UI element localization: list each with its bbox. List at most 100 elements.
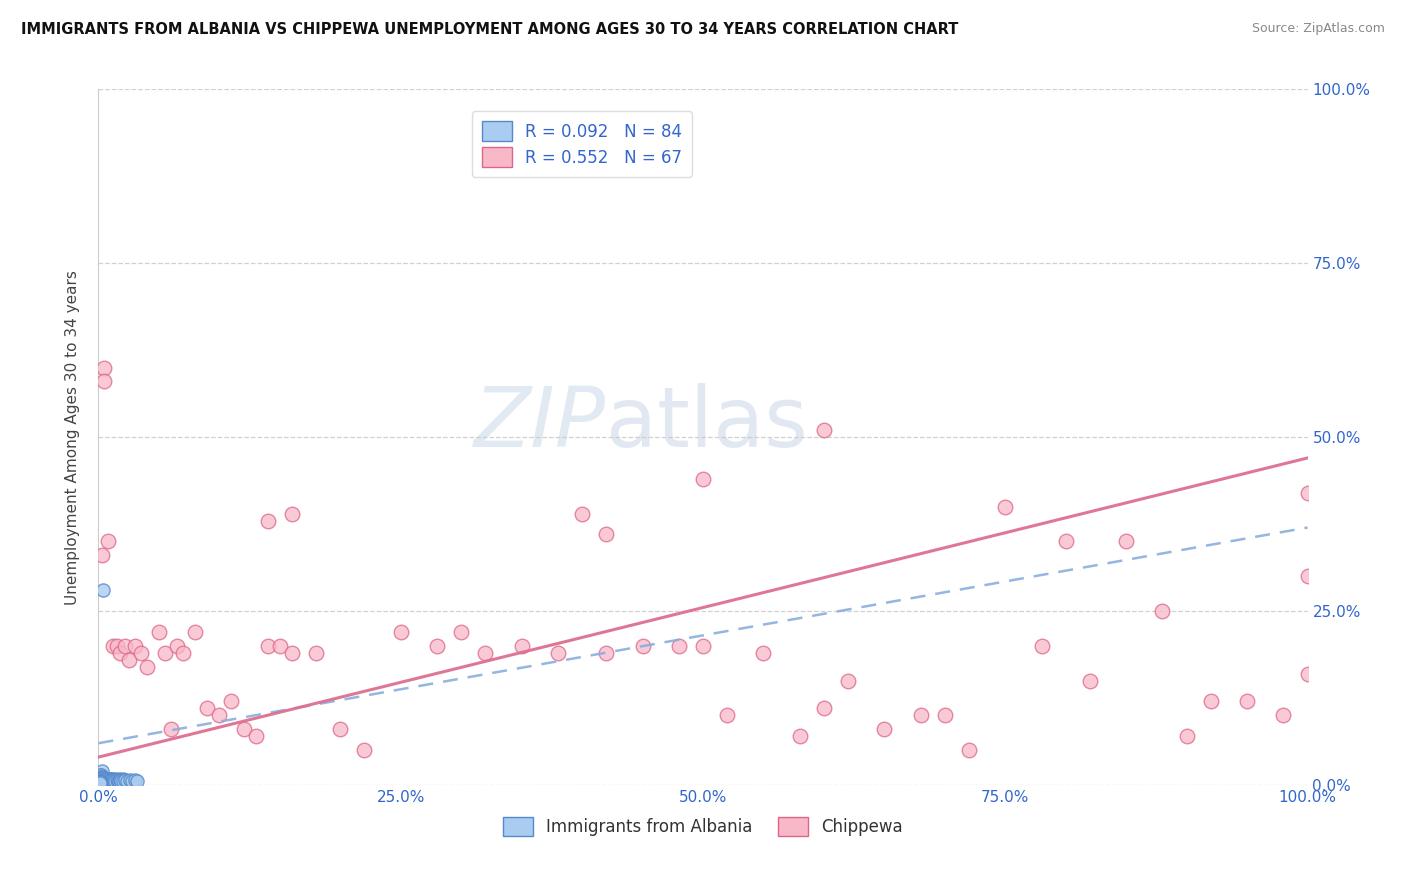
- Point: [90, 773, 112, 788]
- Point: [692, 472, 714, 486]
- Point: [166, 639, 188, 653]
- Point: [232, 723, 254, 737]
- Point: [108, 772, 131, 787]
- Point: [114, 639, 136, 653]
- Point: [221, 694, 243, 708]
- Point: [108, 773, 131, 788]
- Point: [91, 549, 114, 563]
- Point: [91, 764, 114, 778]
- Point: [89, 772, 111, 787]
- Point: [474, 646, 496, 660]
- Point: [631, 639, 654, 653]
- Point: [100, 773, 122, 788]
- Point: [93, 772, 115, 786]
- Point: [160, 723, 183, 737]
- Point: [91, 773, 114, 788]
- Y-axis label: Unemployment Among Ages 30 to 34 years: Unemployment Among Ages 30 to 34 years: [65, 269, 80, 605]
- Point: [91, 771, 114, 785]
- Text: atlas: atlas: [606, 383, 808, 464]
- Point: [91, 771, 114, 785]
- Point: [426, 639, 449, 653]
- Point: [135, 659, 157, 673]
- Point: [96, 773, 118, 788]
- Point: [89, 771, 111, 785]
- Point: [184, 624, 207, 639]
- Point: [1296, 666, 1319, 681]
- Point: [269, 639, 291, 653]
- Point: [110, 773, 132, 788]
- Point: [100, 773, 122, 788]
- Point: [89, 774, 111, 789]
- Point: [105, 639, 128, 653]
- Point: [547, 646, 569, 660]
- Point: [281, 646, 304, 660]
- Point: [90, 772, 112, 787]
- Point: [93, 773, 115, 788]
- Point: [91, 773, 114, 788]
- Point: [89, 767, 111, 781]
- Point: [104, 773, 127, 788]
- Point: [692, 639, 714, 653]
- Point: [148, 624, 170, 639]
- Point: [571, 507, 593, 521]
- Point: [450, 624, 472, 639]
- Point: [89, 773, 111, 788]
- Point: [1199, 694, 1222, 708]
- Point: [107, 773, 129, 788]
- Point: [510, 639, 533, 653]
- Point: [595, 527, 617, 541]
- Point: [105, 773, 128, 788]
- Point: [813, 423, 835, 437]
- Point: [108, 773, 131, 788]
- Point: [89, 774, 111, 789]
- Point: [108, 773, 131, 788]
- Point: [91, 773, 114, 788]
- Point: [91, 771, 114, 785]
- Text: ZIP: ZIP: [474, 383, 606, 464]
- Point: [89, 772, 111, 787]
- Point: [910, 708, 932, 723]
- Point: [1175, 729, 1198, 743]
- Point: [91, 773, 114, 788]
- Point: [90, 771, 112, 785]
- Point: [89, 773, 111, 788]
- Point: [100, 772, 122, 787]
- Point: [124, 773, 146, 788]
- Point: [994, 500, 1017, 514]
- Point: [1236, 694, 1258, 708]
- Point: [837, 673, 859, 688]
- Point: [129, 646, 152, 660]
- Point: [94, 773, 117, 788]
- Point: [90, 770, 112, 784]
- Point: [98, 773, 121, 788]
- Point: [93, 360, 115, 375]
- Point: [716, 708, 738, 723]
- Point: [172, 646, 194, 660]
- Point: [89, 775, 111, 789]
- Point: [103, 773, 125, 788]
- Legend: Immigrants from Albania, Chippewa: Immigrants from Albania, Chippewa: [494, 807, 912, 847]
- Point: [256, 514, 278, 528]
- Point: [97, 534, 120, 549]
- Point: [101, 773, 124, 788]
- Point: [789, 729, 811, 743]
- Point: [105, 773, 128, 788]
- Point: [93, 771, 115, 785]
- Point: [108, 646, 131, 660]
- Point: [752, 646, 775, 660]
- Point: [118, 773, 141, 788]
- Point: [90, 772, 112, 787]
- Point: [389, 624, 412, 639]
- Point: [111, 773, 134, 788]
- Point: [1296, 485, 1319, 500]
- Point: [90, 767, 112, 781]
- Point: [1152, 604, 1174, 618]
- Point: [1078, 673, 1101, 688]
- Point: [281, 507, 304, 521]
- Point: [873, 723, 896, 737]
- Point: [98, 773, 121, 788]
- Point: [1054, 534, 1077, 549]
- Point: [111, 772, 134, 787]
- Text: Source: ZipAtlas.com: Source: ZipAtlas.com: [1251, 22, 1385, 36]
- Point: [93, 375, 115, 389]
